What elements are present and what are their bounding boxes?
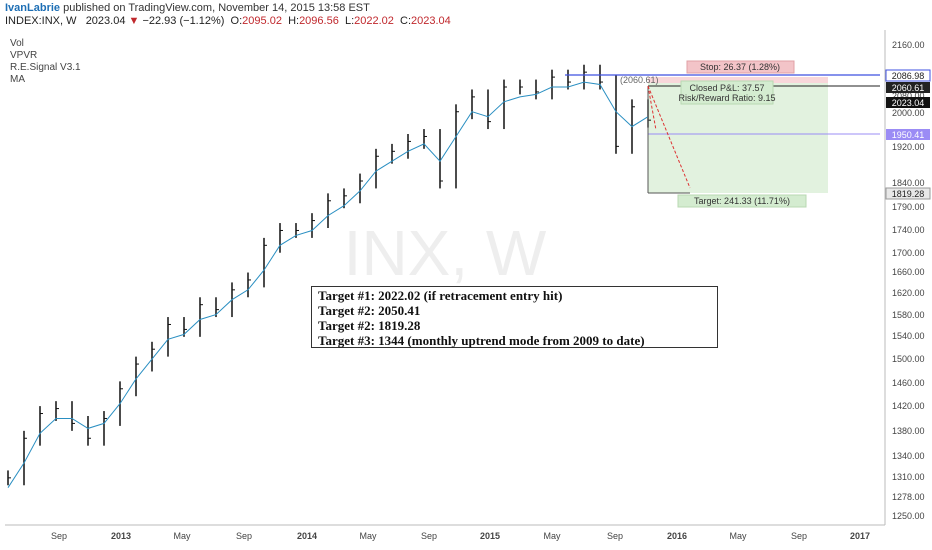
pl-box (680, 80, 774, 105)
x-tick: 2014 (297, 531, 317, 541)
y-tick: 1278.00 (892, 492, 925, 502)
retrace-arrow (647, 85, 657, 131)
open-label: O: (230, 15, 243, 27)
closed-pl: Closed P&L: 37.57 (689, 83, 764, 93)
last-price: 2023.04 (85, 15, 126, 27)
y-tick: 1540.00 (892, 331, 925, 341)
entry-label: (2060.61) (620, 75, 659, 85)
y-tick: 1920.00 (892, 142, 925, 152)
publish-info: published on TradingView.com, November 1… (60, 2, 370, 14)
retrace-price: 1950.41 (892, 130, 925, 140)
y-tick: 1250.00 (892, 511, 925, 521)
x-tick: 2016 (667, 531, 687, 541)
x-tick: 2017 (850, 531, 870, 541)
y-tick: 2160.00 (892, 40, 925, 50)
close-label: C: (400, 15, 412, 27)
high-value: 2096.56 (299, 15, 339, 27)
low-label: L: (344, 15, 355, 27)
watermark: INX, W (344, 217, 547, 289)
y-tick: 1790.00 (892, 202, 925, 212)
y-tick: 1500.00 (892, 354, 925, 364)
indicator-ma[interactable]: MA (10, 74, 25, 85)
x-tick: 2015 (480, 531, 500, 541)
ohlc-legend: INDEX:INX, W 2023.04 ▼ −22.93 (−1.12%) O… (5, 15, 451, 27)
indicator-signal[interactable]: R.E.Signal V3.1 (10, 62, 81, 73)
y-tick: 1840.00 (892, 178, 925, 188)
note-line: Target #1: 2022.02 (if retracement entry… (318, 288, 563, 303)
indicator-vpvr[interactable]: VPVR (10, 50, 38, 61)
rr-ratio: Risk/Reward Ratio: 9.15 (678, 93, 775, 103)
indicator-vol[interactable]: Vol (10, 38, 24, 49)
target-box (677, 194, 807, 208)
y-tick: 1310.00 (892, 472, 925, 482)
x-tick: 2013 (111, 531, 131, 541)
symbol-label: INDEX:INX, W (5, 15, 77, 27)
x-tick: May (359, 531, 377, 541)
note-line: Target #2: 1819.28 (318, 318, 421, 333)
note-line: Target #2: 2050.41 (318, 303, 421, 318)
target-label: Target: 241.33 (11.71%) (694, 196, 790, 206)
x-tick: Sep (791, 531, 807, 541)
ma-line (7, 81, 649, 488)
y-tick: 2000.00 (892, 108, 925, 118)
entry-price: 2060.61 (892, 83, 925, 93)
y-tick: 1340.00 (892, 451, 925, 461)
x-tick: Sep (607, 531, 623, 541)
y-tick: 1380.00 (892, 426, 925, 436)
y-tick: 1460.00 (892, 378, 925, 388)
y-tick: 1420.00 (892, 401, 925, 411)
y-tick: 1700.00 (892, 248, 925, 258)
open-value: 2095.02 (242, 15, 282, 27)
high-label: H: (288, 15, 300, 27)
entry-price-tag (886, 82, 930, 93)
down-arrow-icon: ▼ (128, 15, 140, 27)
x-tick: May (543, 531, 561, 541)
stop-box (686, 60, 795, 74)
y-tick: 1580.00 (892, 310, 925, 320)
projection-arrow (647, 85, 691, 189)
stop-zone (648, 77, 828, 83)
publish-header: IvanLabrie published on TradingView.com,… (5, 2, 370, 14)
stop-price: 2086.98 (892, 71, 925, 81)
x-tick: Sep (421, 531, 437, 541)
y-tick: 1740.00 (892, 225, 925, 235)
last-price-tag-text: 2023.04 (892, 98, 925, 108)
y-tick: 1620.00 (892, 288, 925, 298)
y-tick: 1660.00 (892, 267, 925, 277)
low-value: 2022.02 (354, 15, 394, 27)
x-tick: May (729, 531, 747, 541)
x-tick: May (173, 531, 191, 541)
note-line: Target #3: 1344 (monthly uptrend mode fr… (318, 333, 645, 348)
target-price-tag (885, 187, 931, 200)
y-tick: 2080.00 (892, 91, 925, 101)
x-tick: Sep (51, 531, 67, 541)
retrace-price-tag (886, 129, 930, 140)
stop-price-tag (885, 69, 931, 82)
targets-note: Target #1: 2022.02 (if retracement entry… (311, 286, 718, 348)
x-tick: Sep (236, 531, 252, 541)
close-value: 2023.04 (411, 15, 451, 27)
target-price: 1819.28 (892, 189, 925, 199)
last-price-tag (886, 97, 930, 108)
price-bars (7, 64, 651, 486)
price-change: −22.93 (−1.12%) (142, 15, 225, 27)
author-link[interactable]: IvanLabrie (5, 2, 61, 14)
stop-label: Stop: 26.37 (1.28%) (700, 62, 780, 72)
